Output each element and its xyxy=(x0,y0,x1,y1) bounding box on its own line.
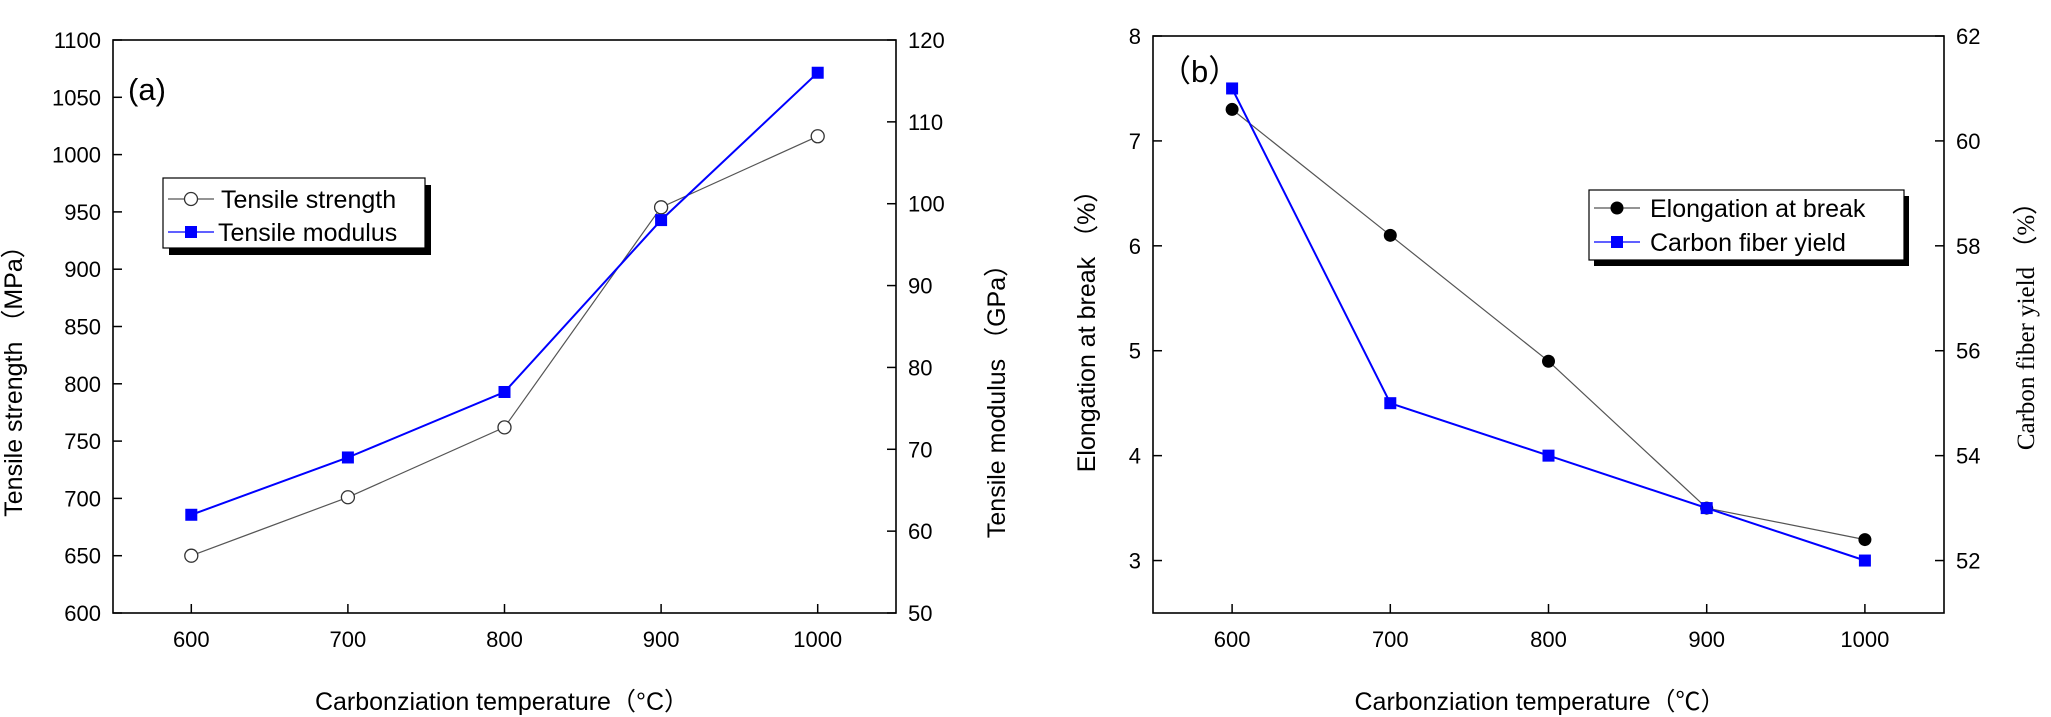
right-y-tick-label: 52 xyxy=(1956,549,1980,574)
x-tick-label: 800 xyxy=(486,627,523,652)
x-tick-label: 600 xyxy=(1214,627,1251,652)
right-y-tick-label: 120 xyxy=(908,28,945,53)
panel-label-a: (a) xyxy=(128,72,166,107)
data-point-carbon-fiber-yield xyxy=(1858,554,1871,567)
right-y-tick-label: 110 xyxy=(908,110,943,135)
data-point-carbon-fiber-yield xyxy=(1226,82,1239,95)
right-y-tick-label: 54 xyxy=(1956,444,1980,469)
left-y-tick-label: 1100 xyxy=(54,28,101,53)
left-y-tick-label: 4 xyxy=(1129,444,1141,469)
data-point-tensile-strength xyxy=(497,420,512,435)
left-y-axis-ticks-a: 600 650 700 750 800 850 900 950 1000 1050 1100 xyxy=(52,28,122,626)
x-tick-label: 900 xyxy=(643,627,680,652)
chart-panel-a: 600 700 800 900 1000 600 650 700 750 800 850 900 95… xyxy=(0,28,1011,716)
data-point-tensile-modulus xyxy=(341,451,354,464)
left-y-tick-label: 950 xyxy=(64,200,101,225)
series-a xyxy=(184,66,825,563)
right-y-tick-label: 58 xyxy=(1956,234,1980,259)
legend-box-a xyxy=(162,177,426,249)
left-y-tick-label: 700 xyxy=(64,486,101,511)
legend-a: Tensile strength Tensile modulus xyxy=(162,177,431,255)
x-axis-title-a: Carbonziation temperature（°C） xyxy=(315,688,689,716)
legend-label-tensile-modulus: Tensile modulus xyxy=(218,219,397,247)
legend-box-b xyxy=(1588,189,1905,261)
data-point-tensile-modulus xyxy=(655,214,668,227)
left-y-tick-label: 1000 xyxy=(52,143,101,168)
data-point-elongation-at-break xyxy=(1858,533,1872,547)
data-point-tensile-modulus xyxy=(811,66,824,79)
right-y-axis-title-a: Tensile modulus （GPa） xyxy=(983,252,1011,538)
left-y-tick-label: 3 xyxy=(1129,549,1141,574)
right-y-tick-label: 60 xyxy=(908,519,932,544)
data-point-elongation-at-break xyxy=(1383,228,1397,242)
left-y-axis-title-a: Tensile strength （MPa） xyxy=(0,233,28,516)
x-tick-label: 600 xyxy=(173,627,210,652)
left-y-axis-title-b: Elongation at break （%） xyxy=(1073,178,1101,473)
x-tick-label: 900 xyxy=(1688,627,1725,652)
plot-frame-a xyxy=(112,39,897,614)
x-tick-label: 700 xyxy=(330,627,367,652)
series-line-carbon-fiber-yield xyxy=(1231,88,1866,562)
left-y-tick-label: 1050 xyxy=(52,85,101,110)
right-y-tick-label: 100 xyxy=(908,192,945,217)
x-tick-label: 700 xyxy=(1372,627,1409,652)
x-axis-title-b: Carbonziation temperature（℃） xyxy=(1355,688,1726,716)
right-y-axis-title-b: Carbon fiber yield （%） xyxy=(2012,190,2040,450)
right-y-tick-label: 90 xyxy=(908,274,932,299)
legend-label-tensile-strength: Tensile strength xyxy=(221,186,396,214)
left-y-tick-label: 7 xyxy=(1129,129,1141,154)
legend-marker-tensile-strength xyxy=(183,191,199,207)
right-y-tick-label: 80 xyxy=(908,355,932,380)
data-point-tensile-modulus xyxy=(185,508,198,521)
right-y-tick-label: 50 xyxy=(908,601,932,626)
series-b xyxy=(1225,82,1872,567)
data-point-tensile-strength xyxy=(184,548,199,563)
left-y-tick-label: 800 xyxy=(64,372,101,397)
data-point-tensile-modulus xyxy=(498,385,511,398)
left-y-tick-label: 900 xyxy=(64,257,101,282)
x-axis-ticks-b: 600 700 800 900 1000 xyxy=(1214,604,1889,652)
left-y-tick-label: 5 xyxy=(1129,339,1141,364)
left-y-tick-label: 850 xyxy=(64,315,101,340)
x-tick-label: 800 xyxy=(1530,627,1567,652)
left-y-tick-label: 600 xyxy=(64,601,101,626)
left-y-axis-ticks-b: 3 4 5 6 7 8 xyxy=(1129,24,1162,574)
data-point-tensile-strength xyxy=(340,490,356,505)
series-line-tensile-modulus xyxy=(190,71,819,516)
data-point-carbon-fiber-yield xyxy=(1700,502,1713,515)
data-point-tensile-strength xyxy=(810,129,825,144)
left-y-tick-label: 750 xyxy=(64,429,101,454)
series-line-elongation-at-break xyxy=(1231,108,1866,541)
panel-label-b: （b） xyxy=(1160,54,1239,89)
right-y-axis-ticks-a: 50 60 70 80 90 100 110 120 xyxy=(887,28,945,626)
legend-marker-tensile-modulus xyxy=(185,226,197,238)
x-axis-ticks-a: 600 700 800 900 1000 xyxy=(173,604,842,652)
right-y-tick-label: 62 xyxy=(1956,24,1980,49)
left-y-tick-label: 8 xyxy=(1129,24,1141,49)
plot-frame-b xyxy=(1152,35,1945,614)
legend-marker-carbon-yield xyxy=(1611,236,1623,248)
x-tick-label: 1000 xyxy=(793,627,842,652)
right-y-tick-label: 70 xyxy=(908,437,932,462)
right-y-tick-label: 60 xyxy=(1956,129,1980,154)
data-point-elongation-at-break xyxy=(1225,102,1239,116)
data-point-tensile-strength xyxy=(653,200,669,215)
legend-b: Elongation at break Carbon fiber yield xyxy=(1588,189,1909,266)
right-y-axis-ticks-b: 52 54 56 58 60 62 xyxy=(1935,24,1980,574)
x-tick-label: 1000 xyxy=(1840,627,1889,652)
data-point-carbon-fiber-yield xyxy=(1542,449,1555,462)
right-y-tick-label: 56 xyxy=(1956,339,1980,364)
left-y-tick-label: 650 xyxy=(64,544,101,569)
legend-label-elongation: Elongation at break xyxy=(1650,195,1866,223)
data-point-carbon-fiber-yield xyxy=(1384,397,1397,410)
legend-marker-elongation xyxy=(1610,201,1624,215)
left-y-tick-label: 6 xyxy=(1129,234,1141,259)
legend-label-carbon-yield: Carbon fiber yield xyxy=(1650,229,1846,257)
data-point-elongation-at-break xyxy=(1542,354,1555,368)
